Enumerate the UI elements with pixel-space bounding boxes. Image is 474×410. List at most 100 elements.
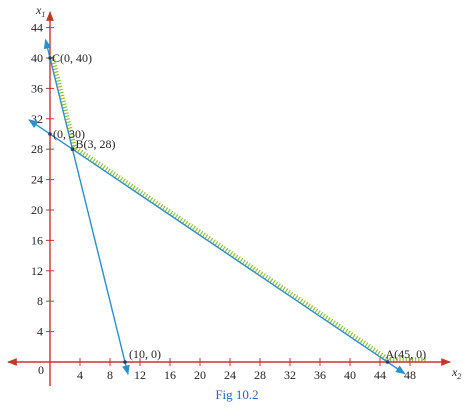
hatch-stroke — [259, 271, 264, 277]
hatch-stroke — [147, 195, 151, 201]
x-tick-label: 32 — [284, 368, 296, 382]
hatch-stroke — [324, 315, 329, 321]
hatch-stroke — [232, 252, 236, 258]
hatch-stroke — [84, 153, 89, 158]
hatch-stroke — [57, 85, 63, 89]
hatch-stroke — [65, 120, 71, 124]
y-tick-label: 12 — [31, 264, 43, 278]
hatch-stroke — [294, 295, 299, 300]
hatch-stroke — [87, 154, 91, 160]
hatch-stroke — [372, 347, 376, 353]
hatch-stroke — [139, 190, 144, 196]
hatch-stroke — [149, 197, 154, 202]
hatch-stroke — [104, 166, 109, 172]
hatch-stroke — [167, 208, 171, 214]
hatch-stroke — [122, 178, 126, 184]
hatch-stroke — [209, 237, 214, 243]
x-tick-label: 36 — [314, 368, 326, 382]
hatch-stroke — [62, 109, 69, 112]
hatch-stroke — [379, 352, 384, 358]
hatch-stroke — [162, 205, 166, 211]
x-tick-label: 8 — [107, 368, 113, 382]
y-axis-title: x1 — [35, 3, 45, 19]
hatch-stroke — [252, 266, 256, 272]
y-tick-label: 36 — [31, 81, 43, 95]
hatch-stroke — [99, 163, 104, 169]
hatch-stroke — [254, 268, 259, 273]
y-tick-label: 28 — [31, 142, 43, 156]
hatch-stroke — [82, 151, 86, 157]
x-tick-label: 12 — [134, 368, 146, 382]
x-tick-label: 48 — [404, 368, 416, 382]
hatch-stroke — [224, 247, 229, 253]
hatch-stroke — [339, 325, 344, 331]
y-tick-label: 20 — [31, 203, 43, 217]
hatch-stroke — [144, 193, 149, 199]
hatch-stroke — [309, 305, 314, 310]
hatch-stroke — [204, 234, 209, 240]
hatch-stroke — [63, 112, 69, 115]
hatch-stroke — [119, 176, 124, 182]
hatch-stroke — [289, 291, 294, 297]
point-label: A(45, 0) — [386, 347, 427, 361]
hatch-stroke — [199, 230, 204, 236]
point-marker — [48, 56, 52, 60]
point-marker — [70, 147, 75, 151]
hatch-stroke — [202, 232, 206, 238]
hatch-stroke — [354, 335, 359, 341]
hatch-stroke — [352, 333, 356, 339]
hatch-stroke — [58, 91, 64, 94]
hatch-stroke — [129, 183, 134, 189]
hatch-stroke — [52, 67, 58, 71]
point-label: (10, 0) — [129, 347, 161, 361]
hatch-stroke — [132, 185, 136, 191]
hatch-stroke — [344, 328, 349, 334]
hatch-stroke — [284, 288, 289, 294]
hatch-stroke — [134, 186, 139, 192]
hatch-stroke — [264, 274, 269, 280]
hatch-stroke — [65, 118, 71, 121]
hatch-stroke — [62, 106, 68, 109]
hatch-stroke — [55, 79, 61, 83]
hatch-stroke — [292, 293, 296, 299]
hatch-stroke — [332, 320, 336, 326]
point-marker — [123, 360, 127, 364]
hatch-stroke — [187, 222, 191, 228]
hatch-stroke — [244, 261, 249, 267]
point-label: C(0, 40) — [52, 51, 92, 65]
hatch-stroke — [212, 239, 216, 245]
hatch-stroke — [262, 273, 266, 278]
hatch-stroke — [317, 310, 321, 316]
hatch-stroke — [53, 70, 59, 74]
y-tick-label: 32 — [31, 112, 43, 126]
point-label: (0, 30) — [53, 127, 85, 141]
hatch-stroke — [302, 300, 306, 305]
hatch-stroke — [137, 188, 141, 194]
hatch-stroke — [369, 345, 374, 351]
constraint-line-1 — [43, 38, 130, 376]
x-tick-label: 28 — [254, 368, 266, 382]
hatch-stroke — [334, 322, 339, 327]
hatch-stroke — [319, 311, 324, 317]
hatch-stroke — [194, 227, 199, 233]
feasible-region-hatch — [49, 56, 426, 363]
hatch-stroke — [307, 303, 311, 309]
labeled-points: C(0, 40) (0, 30)B(3, 28) (10, 0) A(45, 0) — [48, 51, 426, 364]
hatch-stroke — [272, 279, 276, 285]
hatch-stroke — [237, 256, 241, 262]
hatch-stroke — [217, 242, 221, 248]
hatch-stroke — [357, 337, 361, 343]
hatch-stroke — [362, 340, 366, 346]
hatch-stroke — [329, 318, 334, 324]
x-tick-label: 24 — [224, 368, 236, 382]
x-tick-label: 20 — [194, 368, 206, 382]
hatch-stroke — [249, 264, 254, 270]
hatch-stroke — [184, 220, 189, 226]
hatch-stroke — [279, 284, 284, 290]
hatch-stroke — [114, 173, 119, 179]
hatch-stroke — [367, 344, 371, 349]
hatch-stroke — [197, 229, 201, 234]
hatch-stroke — [60, 97, 66, 100]
y-tick-label: 40 — [31, 51, 43, 65]
hatch-stroke — [174, 213, 179, 219]
